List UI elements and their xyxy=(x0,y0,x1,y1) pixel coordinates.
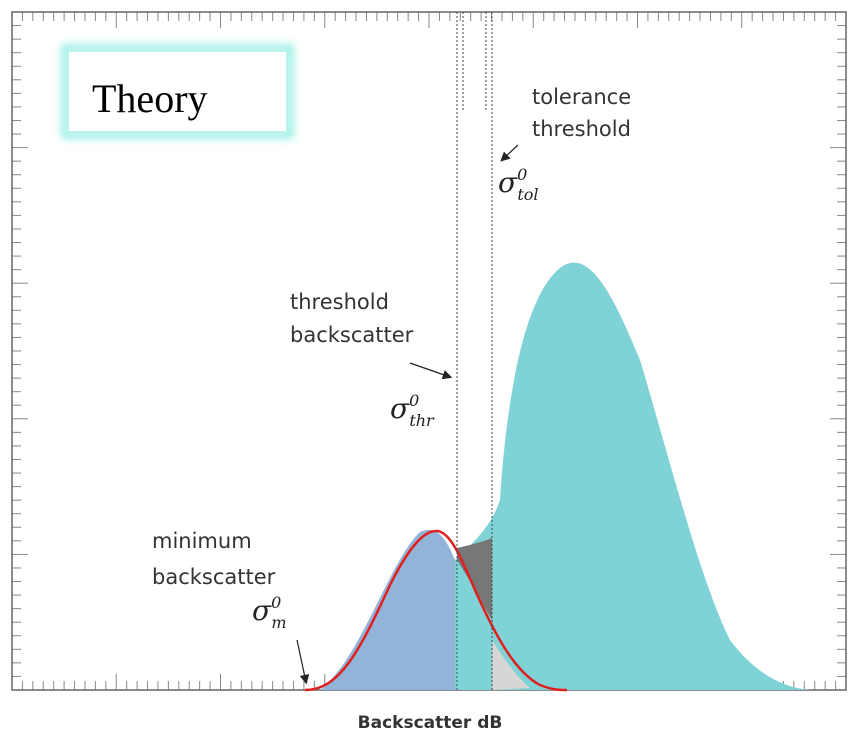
arrow xyxy=(409,362,453,380)
symbol-base: σ xyxy=(498,166,518,199)
small-distribution xyxy=(320,529,455,690)
title: Theory xyxy=(92,76,208,121)
overlap-light xyxy=(492,640,530,690)
symbol-base: σ xyxy=(390,392,410,425)
symbol-sub: tol xyxy=(517,185,538,204)
title-box xyxy=(67,50,288,133)
title-glow xyxy=(61,44,294,139)
symbol: σ0 tol xyxy=(498,165,539,204)
annotation-line: threshold xyxy=(532,117,631,141)
overlap-dark xyxy=(457,538,492,620)
red-curve xyxy=(304,529,568,692)
large-distribution xyxy=(455,262,810,690)
symbol-sup: 0 xyxy=(517,165,527,184)
symbol: σ0 m xyxy=(252,593,286,632)
annotation-line: backscatter xyxy=(290,323,414,347)
symbol-sub: m xyxy=(271,613,286,632)
annotation-line: minimum xyxy=(152,529,252,553)
annotation-line: threshold xyxy=(290,290,389,314)
annotation-line: tolerance xyxy=(532,85,631,109)
x-axis-label: Backscatter dB xyxy=(358,713,503,733)
symbol-sup: 0 xyxy=(409,391,419,410)
arrow xyxy=(296,639,310,685)
symbol-sub: thr xyxy=(409,411,435,430)
arrow xyxy=(500,144,519,162)
symbol: σ0 thr xyxy=(390,391,435,430)
symbol-sup: 0 xyxy=(271,593,281,612)
symbol-base: σ xyxy=(252,594,272,627)
annotation-line: backscatter xyxy=(152,565,276,589)
